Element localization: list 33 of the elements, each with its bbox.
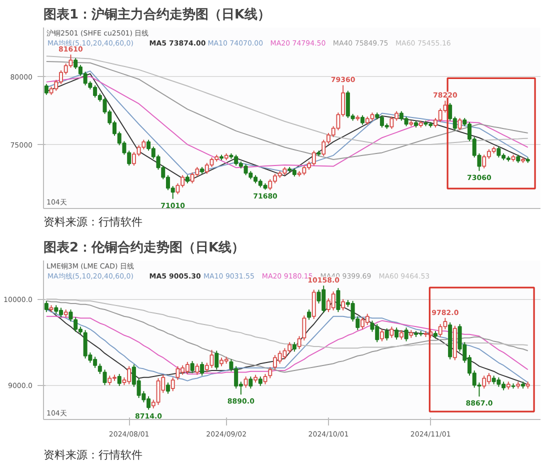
- candlestick: [44, 83, 48, 96]
- candlestick: [341, 298, 346, 311]
- candlestick: [336, 288, 340, 313]
- line-series: [46, 61, 528, 160]
- candlestick: [200, 361, 204, 376]
- candlestick: [268, 366, 272, 379]
- candlestick: [404, 327, 408, 342]
- candlestick: [307, 308, 312, 320]
- candlestick: [195, 363, 200, 376]
- candlestick: [258, 376, 262, 386]
- chart-title: 图表2：伦铜合约走势图（日K线）: [44, 240, 245, 256]
- candlestick: [394, 327, 399, 340]
- candlestick: [390, 326, 394, 338]
- candlestick: [399, 330, 404, 340]
- chart-title: 图表1：沪铜主力合约走势图（日K线）: [44, 6, 271, 22]
- candlestick: [360, 114, 365, 126]
- line-series: [46, 56, 528, 146]
- candlestick: [166, 382, 170, 394]
- candlestick: [244, 376, 248, 388]
- candlestick: [190, 360, 194, 374]
- candlestick: [170, 376, 175, 392]
- candlestick: [384, 328, 389, 341]
- text: 资料来源：行情软件: [44, 216, 142, 228]
- candlestick: [458, 118, 462, 131]
- candlestick: [380, 328, 384, 342]
- candlestick: [292, 342, 296, 352]
- candlestick: [44, 300, 48, 313]
- candlestick: [214, 350, 219, 370]
- candlestick: [117, 373, 122, 386]
- candlestick: [248, 376, 253, 390]
- text: 资料来源：行情软件: [44, 448, 142, 462]
- candlestick: [263, 373, 268, 385]
- candlestick: [68, 308, 73, 322]
